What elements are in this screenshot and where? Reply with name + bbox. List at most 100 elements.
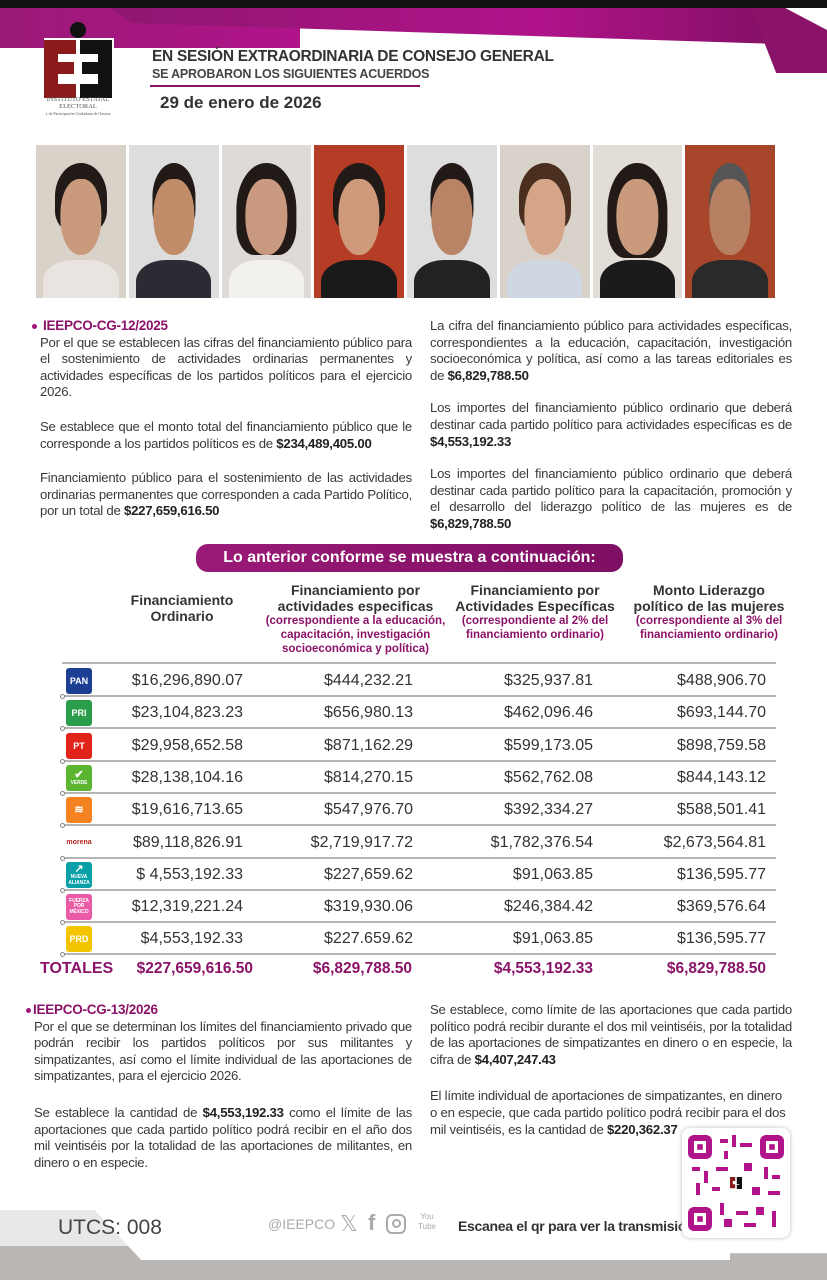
paragraph: Los importes del financiamiento público … bbox=[430, 400, 792, 449]
table-row: ✔ VERDE $28,138,104.16 $814,270.15 $562,762.… bbox=[60, 762, 776, 796]
amount-cell: $91,063.85 bbox=[512, 930, 593, 948]
amount-cell: $136,595.77 bbox=[677, 865, 766, 883]
table-row: PRI $23,104,823.23 $656,980.13 $462,096.46 $… bbox=[60, 697, 776, 732]
qr-code[interactable] bbox=[682, 1128, 790, 1238]
party-name: FUERZA POR MÉXICO bbox=[69, 897, 89, 915]
amount-cell: $656,980.13 bbox=[324, 704, 413, 722]
qr-code-icon bbox=[688, 1135, 784, 1231]
councillor-photo bbox=[221, 145, 312, 298]
row-divider bbox=[62, 759, 776, 762]
amount-cell: $ 4,553,192.33 bbox=[136, 865, 243, 883]
facebook-icon[interactable]: f bbox=[368, 1210, 376, 1235]
party-emblem-icon: ↗ bbox=[74, 863, 84, 876]
agreement-1-left: IEEPCO-CG-12/2025 Por el que se establec… bbox=[32, 318, 412, 520]
agreement-code: IEEPCO-CG-12/2025 bbox=[32, 318, 412, 335]
row-dot bbox=[60, 790, 65, 796]
paragraph: Por el que se establecen las cifras del … bbox=[40, 334, 412, 400]
council-photos bbox=[36, 145, 775, 298]
amount-cell: $2,673,564.81 bbox=[663, 833, 766, 851]
table-row: FUERZA POR MÉXICO $12,319,221.24 $319,930.… bbox=[60, 891, 776, 926]
paragraph: Por el que se determinan los límites del… bbox=[34, 1018, 412, 1084]
row-dot bbox=[60, 823, 65, 829]
amount-cell: $599,173.05 bbox=[504, 736, 593, 754]
bullet-icon bbox=[26, 1007, 31, 1013]
party-name: VERDE bbox=[70, 780, 88, 787]
paragraph: Se establece la cantidad de $4,553,192.3… bbox=[34, 1104, 412, 1170]
party-logo-prd-icon: PRD bbox=[66, 926, 92, 953]
amount-cell: $325,937.81 bbox=[504, 672, 593, 689]
row-divider bbox=[62, 695, 776, 697]
youtube-icon[interactable]: You Tube bbox=[418, 1212, 436, 1231]
row-divider bbox=[62, 856, 776, 859]
amount-cell: $369,576.64 bbox=[677, 898, 766, 916]
total-value: $6,829,788.50 bbox=[312, 960, 412, 977]
party-logo-pt-icon: PT bbox=[66, 732, 92, 759]
column-header: Financiamiento Ordinario bbox=[130, 592, 234, 624]
party-name: PT bbox=[73, 740, 85, 751]
amount-cell: $16,296,890.07 bbox=[131, 672, 243, 689]
amount-cell: $488,906.70 bbox=[677, 672, 766, 689]
row-divider bbox=[62, 791, 776, 794]
row-divider bbox=[62, 727, 776, 730]
row-dot bbox=[60, 920, 65, 926]
agreement-1-right: La cifra del financiamiento público para… bbox=[430, 318, 792, 533]
agreement-2-right: Se establece, como límite de las aportac… bbox=[430, 1002, 792, 1138]
party-emblem-icon: ≋ bbox=[74, 804, 84, 817]
table-row: PAN $16,296,890.07 $444,232.21 $325,937.81 $… bbox=[60, 665, 776, 699]
paragraph: La cifra del financiamiento público para… bbox=[430, 318, 792, 383]
amount-cell: $29,958,652.58 bbox=[131, 736, 243, 754]
session-date: 29 de enero de 2026 bbox=[160, 93, 322, 112]
party-name: PRI bbox=[71, 708, 87, 719]
councillor-photo bbox=[407, 145, 497, 298]
column-header: Financiamiento por Actividades Específic… bbox=[455, 582, 615, 641]
x-icon[interactable]: 𝕏 bbox=[340, 1211, 358, 1236]
row-dot bbox=[60, 855, 65, 861]
agreement-2-left: IEEPCO-CG-13/2026 Por el que se determin… bbox=[26, 1002, 412, 1171]
paragraph: Financiamiento público para el sostenimi… bbox=[40, 470, 412, 519]
amount-cell: $23,104,823.23 bbox=[131, 704, 243, 722]
amount-cell: $19,616,713.65 bbox=[131, 801, 243, 819]
qr-instruction: Escanea el qr para ver la transmisión: bbox=[458, 1218, 699, 1234]
amount-cell: $844,143.12 bbox=[677, 768, 766, 786]
table-divider bbox=[62, 662, 776, 664]
institution-name: INSTITUTO ESTATAL ELECTORAL y de Particip… bbox=[45, 96, 111, 116]
top-bar bbox=[0, 0, 827, 8]
amount-cell: $392,334.27 bbox=[504, 801, 593, 819]
party-name: PAN bbox=[69, 676, 89, 686]
totals-label: TOTALES bbox=[40, 960, 114, 977]
table-row: ≋ $19,616,713.65 $547,976.70 $392,334.27 $58… bbox=[60, 794, 776, 829]
bullet-icon bbox=[32, 323, 37, 329]
agreement-code: IEEPCO-CG-13/2026 bbox=[26, 1002, 412, 1019]
amount-cell: $462,096.46 bbox=[504, 704, 593, 722]
amount-cell: $814,270.15 bbox=[324, 768, 413, 786]
paragraph: El límite individual de aportaciones de … bbox=[430, 1088, 786, 1137]
table-banner: Lo anterior conforme se muestra a contin… bbox=[196, 544, 623, 572]
party-logo-morena-icon: morena bbox=[66, 830, 92, 856]
amount-cell: $227.659.62 bbox=[324, 930, 413, 948]
amount-cell: $319,930.06 bbox=[324, 898, 413, 916]
table-row: PRD $4,553,192.33 $227.659.62 $91,063.85 $13… bbox=[60, 923, 776, 958]
party-name: NUEVA ALIANZA bbox=[68, 874, 90, 886]
row-divider bbox=[62, 953, 776, 956]
amount-cell: $562,762.08 bbox=[504, 768, 593, 786]
page-subtitle: SE APROBARON LOS SIGUIENTES ACUERDOS bbox=[152, 67, 430, 81]
amount-cell: $444,232.21 bbox=[324, 672, 413, 689]
total-value: $227,659,616.50 bbox=[136, 960, 253, 977]
social-handle[interactable]: @IEEPCO bbox=[268, 1216, 336, 1232]
amount-cell: $91,063.85 bbox=[512, 865, 593, 883]
party-name: PRD bbox=[69, 934, 89, 945]
amount-cell: $588,501.41 bbox=[677, 801, 766, 819]
instagram-icon[interactable] bbox=[386, 1214, 406, 1234]
amount-cell: $693,144.70 bbox=[677, 704, 766, 722]
page-title: EN SESIÓN EXTRAORDINARIA DE CONSEJO GENE… bbox=[152, 48, 554, 65]
councillor-photo bbox=[36, 145, 126, 298]
total-value: $6,829,788.50 bbox=[666, 960, 766, 977]
divider bbox=[150, 85, 420, 87]
amount-cell: $227,659.62 bbox=[324, 865, 413, 883]
councillor-photo bbox=[685, 145, 775, 298]
row-dot bbox=[60, 952, 65, 958]
councillor-photo bbox=[499, 145, 590, 298]
councillor-photo bbox=[128, 145, 219, 298]
totals-row: TOTALES $227,659,616.50 $6,829,788.50 $4… bbox=[40, 958, 790, 982]
amount-cell: $28,138,104.16 bbox=[131, 768, 243, 786]
